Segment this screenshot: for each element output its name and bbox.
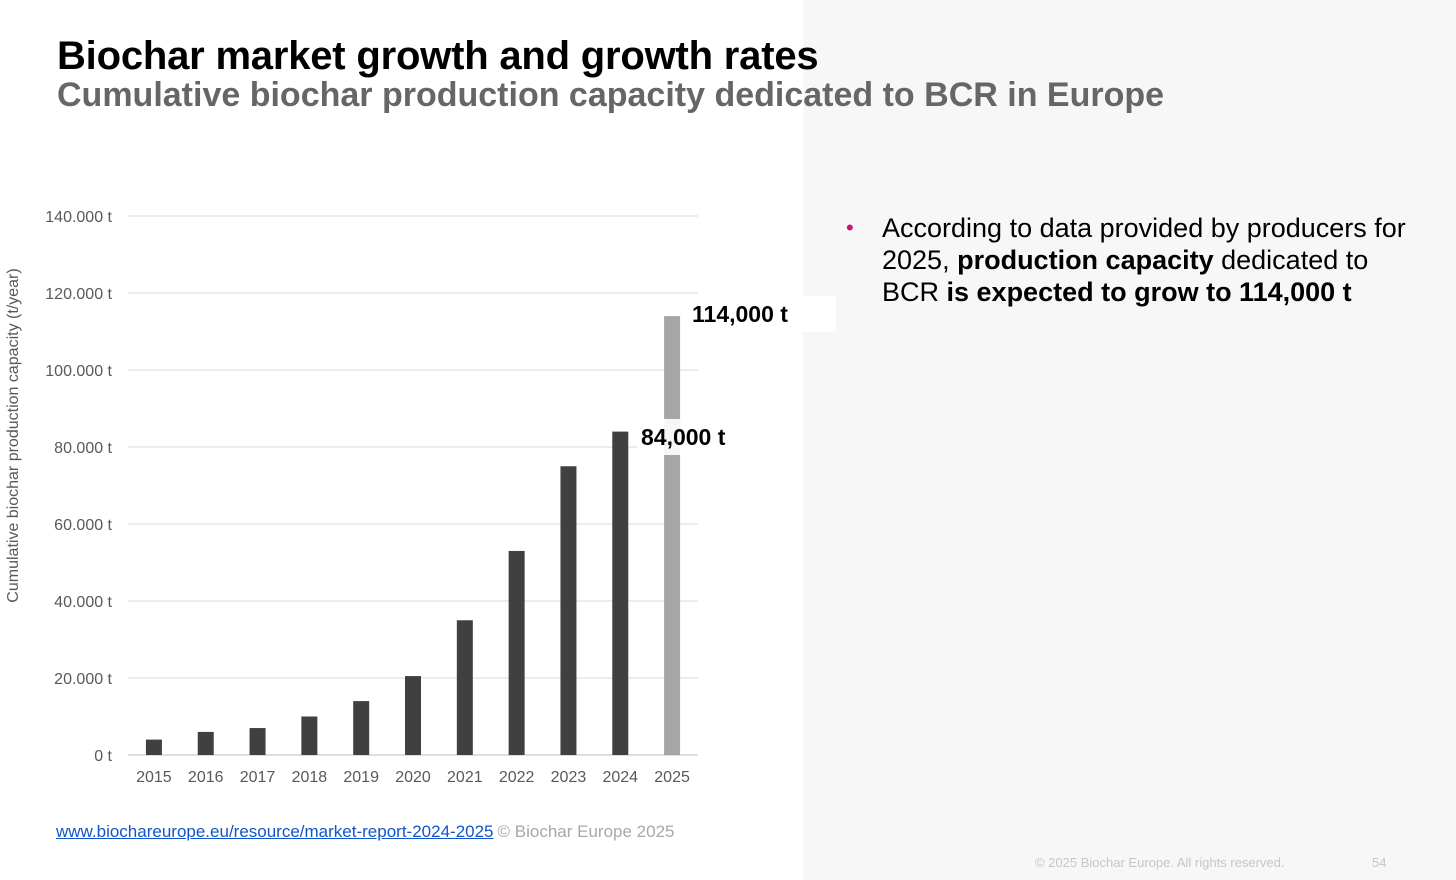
y-tick-label: 0 t bbox=[94, 748, 112, 765]
y-tick-label: 60.000 t bbox=[54, 517, 112, 534]
x-tick-label: 2022 bbox=[499, 769, 535, 786]
bar-2020 bbox=[405, 676, 421, 755]
data-label-2024: 84,000 t bbox=[637, 419, 732, 455]
bullet-icon: • bbox=[846, 215, 854, 240]
bullet-text-part4: is expected to grow to 114,000 t bbox=[946, 277, 1352, 307]
x-tick-label: 2024 bbox=[602, 769, 638, 786]
y-tick-label: 100.000 t bbox=[45, 363, 112, 380]
source-line: www.biochareurope.eu/resource/market-rep… bbox=[56, 822, 675, 842]
y-axis-title: Cumulative biochar production capacity (… bbox=[5, 268, 22, 602]
y-tick-label: 40.000 t bbox=[54, 594, 112, 611]
bullet-point: • According to data provided by producer… bbox=[846, 212, 1416, 308]
slide-title: Biochar market growth and growth rates bbox=[57, 34, 819, 78]
bullet-text-part2: production capacity bbox=[957, 245, 1214, 275]
right-panel-background bbox=[803, 0, 1456, 880]
source-link[interactable]: www.biochareurope.eu/resource/market-rep… bbox=[56, 822, 494, 841]
x-tick-label: 2025 bbox=[654, 769, 690, 786]
bar-2018 bbox=[301, 716, 318, 755]
bar-2025 bbox=[664, 316, 681, 755]
y-tick-label: 20.000 t bbox=[54, 671, 112, 688]
bullet-text: According to data provided by producers … bbox=[882, 212, 1416, 308]
bar-2019 bbox=[353, 701, 370, 755]
bullet-text-part3: dedicated to BCR bbox=[882, 245, 1369, 307]
y-tick-label: 80.000 t bbox=[54, 440, 112, 457]
x-tick-label: 2015 bbox=[136, 769, 172, 786]
x-tick-label: 2020 bbox=[395, 769, 431, 786]
source-copyright: © Biochar Europe 2025 bbox=[497, 822, 675, 841]
x-tick-label: 2017 bbox=[240, 769, 276, 786]
bar-2023 bbox=[560, 466, 577, 755]
y-tick-label: 120.000 t bbox=[45, 286, 112, 303]
bar-2021 bbox=[456, 620, 473, 755]
page-number: 54 bbox=[1372, 855, 1387, 870]
data-label-2025: 114,000 t bbox=[688, 296, 836, 332]
bar-chart: 0 t 20.000 t 40.000 t 60.000 t 80.000 t 100.0… bbox=[5, 209, 698, 786]
bar-2017 bbox=[249, 728, 266, 755]
bar-2016 bbox=[197, 731, 214, 755]
bullet-text-part1: According to data provided by producers … bbox=[882, 213, 1406, 275]
x-tick-label: 2018 bbox=[292, 769, 328, 786]
bar-2024 bbox=[612, 431, 629, 755]
x-tick-label: 2016 bbox=[188, 769, 224, 786]
x-tick-label: 2019 bbox=[343, 769, 379, 786]
x-tick-label: 2021 bbox=[447, 769, 483, 786]
y-tick-label: 140.000 t bbox=[45, 209, 112, 226]
bar-2022 bbox=[508, 550, 525, 755]
x-tick-label: 2023 bbox=[551, 769, 587, 786]
footer-rights: © 2025 Biochar Europe. All rights reserv… bbox=[1035, 855, 1285, 870]
slide-subtitle: Cumulative biochar production capacity d… bbox=[57, 76, 1165, 114]
bar-2015 bbox=[145, 739, 162, 755]
